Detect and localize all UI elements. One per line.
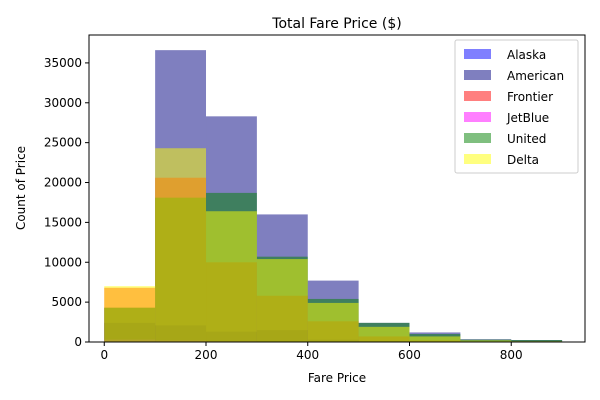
legend-label-american: American: [507, 69, 564, 83]
y-tick-label: 5000: [51, 295, 82, 309]
y-axis: 0 5000 10000 15000 20000 25000 30000 35000: [44, 56, 89, 349]
chart-title: Total Fare Price ($): [271, 16, 401, 32]
bar-delta-bin-4: [307, 302, 359, 342]
bar-delta-bin-6: [409, 336, 461, 342]
y-tick-label: 15000: [44, 215, 82, 229]
y-tick-label: 10000: [44, 255, 82, 269]
legend-label-jetblue: JetBlue: [506, 111, 549, 125]
axes-frame: [88, 34, 586, 343]
legend: Alaska American Frontier JetBlue United Delta: [454, 39, 579, 174]
y-axis-label: Count of Price: [14, 146, 28, 230]
bar-delta-bin-3: [256, 259, 308, 342]
legend-label-alaska: Alaska: [507, 48, 546, 62]
legend-swatch-jetblue: [464, 112, 491, 122]
y-tick-label: 0: [74, 335, 82, 349]
x-tick-label: 400: [296, 348, 319, 362]
x-tick-label: 0: [100, 348, 108, 362]
legend-swatch-frontier: [464, 91, 491, 101]
x-tick-label: 600: [398, 348, 421, 362]
bar-delta-bin-5: [358, 326, 410, 342]
bars-layer: [104, 50, 563, 343]
y-tick-label: 25000: [44, 136, 82, 150]
y-tick-label: 35000: [44, 56, 82, 70]
bar-delta-bin-0: [104, 286, 156, 342]
bar-delta-bin-1: [155, 148, 207, 342]
bar-delta-bin-7: [460, 340, 512, 342]
x-tick-label: 200: [195, 348, 218, 362]
legend-swatch-united: [464, 133, 491, 143]
legend-label-delta: Delta: [507, 153, 539, 167]
x-axis: 0 200 400 600 800: [100, 342, 523, 362]
x-tick-label: 800: [500, 348, 523, 362]
legend-label-frontier: Frontier: [507, 90, 553, 104]
bar-delta-bin-2: [206, 211, 257, 342]
bar-united-bin-8: [511, 340, 563, 342]
y-tick-label: 30000: [44, 96, 82, 110]
y-tick-label: 20000: [44, 176, 82, 190]
legend-swatch-delta: [464, 154, 491, 164]
legend-label-united: United: [507, 132, 546, 146]
legend-swatch-american: [464, 70, 491, 80]
x-axis-label: Fare Price: [308, 371, 366, 385]
legend-swatch-alaska: [464, 49, 491, 59]
